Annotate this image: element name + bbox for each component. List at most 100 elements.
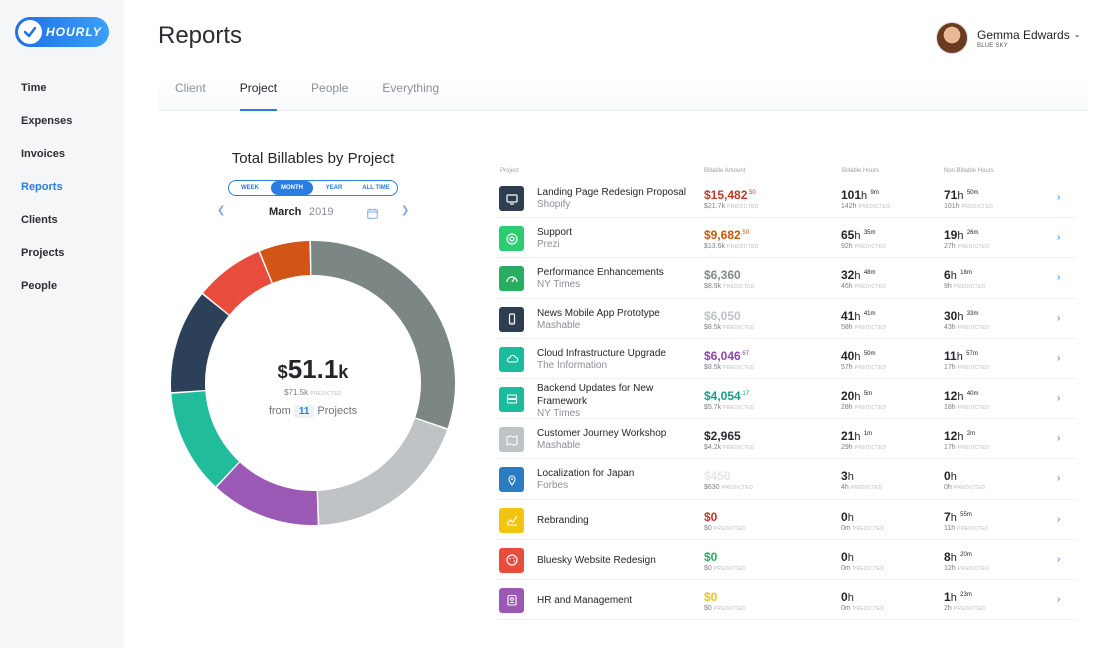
period-week[interactable]: WEEK bbox=[241, 185, 259, 191]
hours-value: 21 bbox=[841, 429, 855, 444]
project-name[interactable]: Backend Updates for New Framework bbox=[537, 382, 654, 407]
non-billable-predicted: 43h PREDICTED bbox=[944, 324, 989, 331]
predicted-tag: PREDICTED bbox=[854, 404, 887, 411]
predicted-tag: PREDICTED bbox=[713, 605, 746, 612]
predicted-tag: PREDICTED bbox=[854, 364, 887, 371]
sidebar-item-reports[interactable]: Reports bbox=[21, 181, 63, 193]
user-menu[interactable]: Gemma Edwards ⌄ BLUE SKY bbox=[936, 22, 1080, 54]
table-row[interactable]: Backend Updates for New Framework NY Tim… bbox=[496, 379, 1076, 420]
tab-people[interactable]: People bbox=[311, 81, 349, 95]
sidebar-item-invoices[interactable]: Invoices bbox=[21, 148, 66, 160]
project-name[interactable]: Cloud Infrastructure Upgrade bbox=[537, 347, 666, 359]
sidebar-item-people[interactable]: People bbox=[21, 280, 58, 292]
hours-value: 40 bbox=[841, 348, 855, 363]
period-all-time[interactable]: ALL TIME bbox=[362, 185, 390, 191]
table-row[interactable]: Customer Journey Workshop Mashable $2,96… bbox=[496, 419, 1076, 460]
chevron-right-icon[interactable]: › bbox=[1057, 232, 1061, 244]
project-name[interactable]: Support bbox=[537, 227, 573, 239]
table-row[interactable]: Cloud Infrastructure Upgrade The Informa… bbox=[496, 339, 1076, 379]
table-row[interactable]: Rebranding $0 $0 PREDICTED 0h 0m PREDICTED… bbox=[496, 500, 1076, 540]
billable-hours: 0h bbox=[841, 510, 854, 524]
map-icon bbox=[499, 427, 524, 453]
hours-unit: h bbox=[957, 230, 964, 243]
hourly-logo[interactable]: HOURLY bbox=[15, 17, 109, 47]
amount-predicted: $8.5k PREDICTED bbox=[704, 324, 755, 331]
chevron-right-icon[interactable]: › bbox=[1057, 272, 1061, 284]
total-currency: $ bbox=[277, 362, 288, 382]
minutes: 40m bbox=[966, 390, 979, 397]
donut-slice[interactable] bbox=[260, 241, 311, 283]
project-name[interactable]: Rebranding bbox=[537, 514, 589, 526]
user-name-row[interactable]: Gemma Edwards ⌄ bbox=[977, 28, 1080, 42]
tab-project[interactable]: Project bbox=[239, 72, 278, 111]
total-unit: k bbox=[338, 362, 349, 382]
sidebar: HOURLY Time Expenses Invoices Reports Client… bbox=[0, 0, 124, 648]
table-row[interactable]: HR and Management $0 $0 PREDICTED 0h 0m PR… bbox=[496, 580, 1076, 621]
projects-table: Project Billable Amount Billable Hours Non … bbox=[496, 166, 1076, 621]
sidebar-item-clients[interactable]: Clients bbox=[21, 214, 58, 226]
chevron-left-icon[interactable]: ❮ bbox=[217, 205, 226, 216]
minutes: 35m bbox=[863, 230, 876, 237]
project-name[interactable]: Bluesky Website Redesign bbox=[537, 554, 656, 566]
calendar-icon[interactable] bbox=[367, 206, 378, 224]
chevron-right-icon[interactable]: › bbox=[1057, 192, 1061, 203]
project-name[interactable]: Landing Page Redesign Proposal bbox=[537, 187, 686, 198]
table-row[interactable]: Landing Page Redesign Proposal Shopify $… bbox=[496, 178, 1076, 219]
project-name[interactable]: News Mobile App Prototype bbox=[537, 307, 660, 319]
project-name[interactable]: Customer Journey Workshop bbox=[537, 428, 667, 440]
non-billable-hours: 71h 50m bbox=[944, 188, 979, 202]
project-name[interactable]: Performance Enhancements bbox=[537, 267, 664, 279]
user-info: Gemma Edwards ⌄ BLUE SKY bbox=[977, 28, 1080, 49]
donut-slice[interactable] bbox=[203, 251, 272, 315]
sidebar-item-projects[interactable]: Projects bbox=[21, 247, 65, 259]
predicted-tag: PREDICTED bbox=[727, 244, 759, 251]
donut-slice[interactable] bbox=[216, 462, 318, 525]
donut-slice[interactable] bbox=[311, 241, 456, 429]
hours-value: 6 bbox=[944, 268, 951, 283]
sidebar-item-expenses[interactable]: Expenses bbox=[21, 115, 73, 127]
chevron-right-icon[interactable]: › bbox=[1057, 593, 1061, 605]
tab-client[interactable]: Client bbox=[175, 81, 206, 95]
chevron-right-icon[interactable]: › bbox=[1057, 352, 1061, 364]
client-name: NY Times bbox=[537, 279, 581, 291]
amount-predicted: $21.7k PREDICTED bbox=[704, 203, 759, 210]
donut-slice[interactable] bbox=[317, 418, 448, 525]
hours-value: 12 bbox=[944, 388, 958, 403]
hours-predicted: 46h PREDICTED bbox=[841, 283, 886, 290]
from-label: from bbox=[268, 405, 291, 417]
predicted-value: 9h bbox=[944, 283, 952, 291]
donut-slice[interactable] bbox=[171, 294, 229, 393]
chevron-down-icon[interactable]: ⌄ bbox=[1073, 30, 1081, 39]
cloud-icon bbox=[499, 346, 524, 372]
project-name[interactable]: Localization for Japan bbox=[537, 468, 635, 480]
table-row[interactable]: Bluesky Website Redesign $0 $0 PREDICTED … bbox=[496, 540, 1076, 580]
client-name: Shopify bbox=[537, 199, 571, 210]
chevron-right-icon[interactable]: › bbox=[1057, 513, 1061, 525]
period-year[interactable]: YEAR bbox=[325, 185, 343, 191]
hours-predicted: 58h PREDICTED bbox=[841, 324, 886, 331]
chevron-right-icon[interactable]: ❯ bbox=[401, 205, 410, 216]
billable-hours: 21h 1m bbox=[841, 429, 872, 443]
table-row[interactable]: Support Prezi $9,682.50 $13.6k PREDICTED … bbox=[496, 218, 1076, 259]
table-row[interactable]: News Mobile App Prototype Mashable $6,05… bbox=[496, 299, 1076, 339]
chevron-right-icon[interactable]: › bbox=[1057, 433, 1061, 445]
project-name[interactable]: HR and Management bbox=[537, 594, 633, 606]
predicted-tag: PREDICTED bbox=[852, 605, 885, 612]
avatar[interactable] bbox=[936, 22, 968, 54]
chevron-right-icon[interactable]: › bbox=[1057, 312, 1061, 324]
chevron-right-icon[interactable]: › bbox=[1057, 392, 1061, 404]
billable-hours: 40h 50m bbox=[841, 349, 876, 363]
chevron-right-icon[interactable]: › bbox=[1057, 553, 1061, 565]
donut-slice[interactable] bbox=[171, 391, 239, 487]
minutes: 41m bbox=[863, 310, 876, 317]
hours-predicted: 0m PREDICTED bbox=[841, 565, 884, 572]
sidebar-item-time[interactable]: Time bbox=[21, 82, 47, 94]
client-name: Mashable bbox=[537, 319, 581, 331]
table-row[interactable]: Localization for Japan Forbes $450 $630 P… bbox=[496, 459, 1076, 500]
hours-predicted: 29h PREDICTED bbox=[841, 444, 886, 451]
billable-amount: $6,046.67 bbox=[704, 349, 749, 363]
chevron-right-icon[interactable]: › bbox=[1057, 473, 1061, 485]
tab-everything[interactable]: Everything bbox=[382, 81, 440, 95]
table-row[interactable]: Performance Enhancements NY Times $6,360… bbox=[496, 258, 1076, 299]
period-month[interactable]: MONTH bbox=[271, 181, 313, 195]
